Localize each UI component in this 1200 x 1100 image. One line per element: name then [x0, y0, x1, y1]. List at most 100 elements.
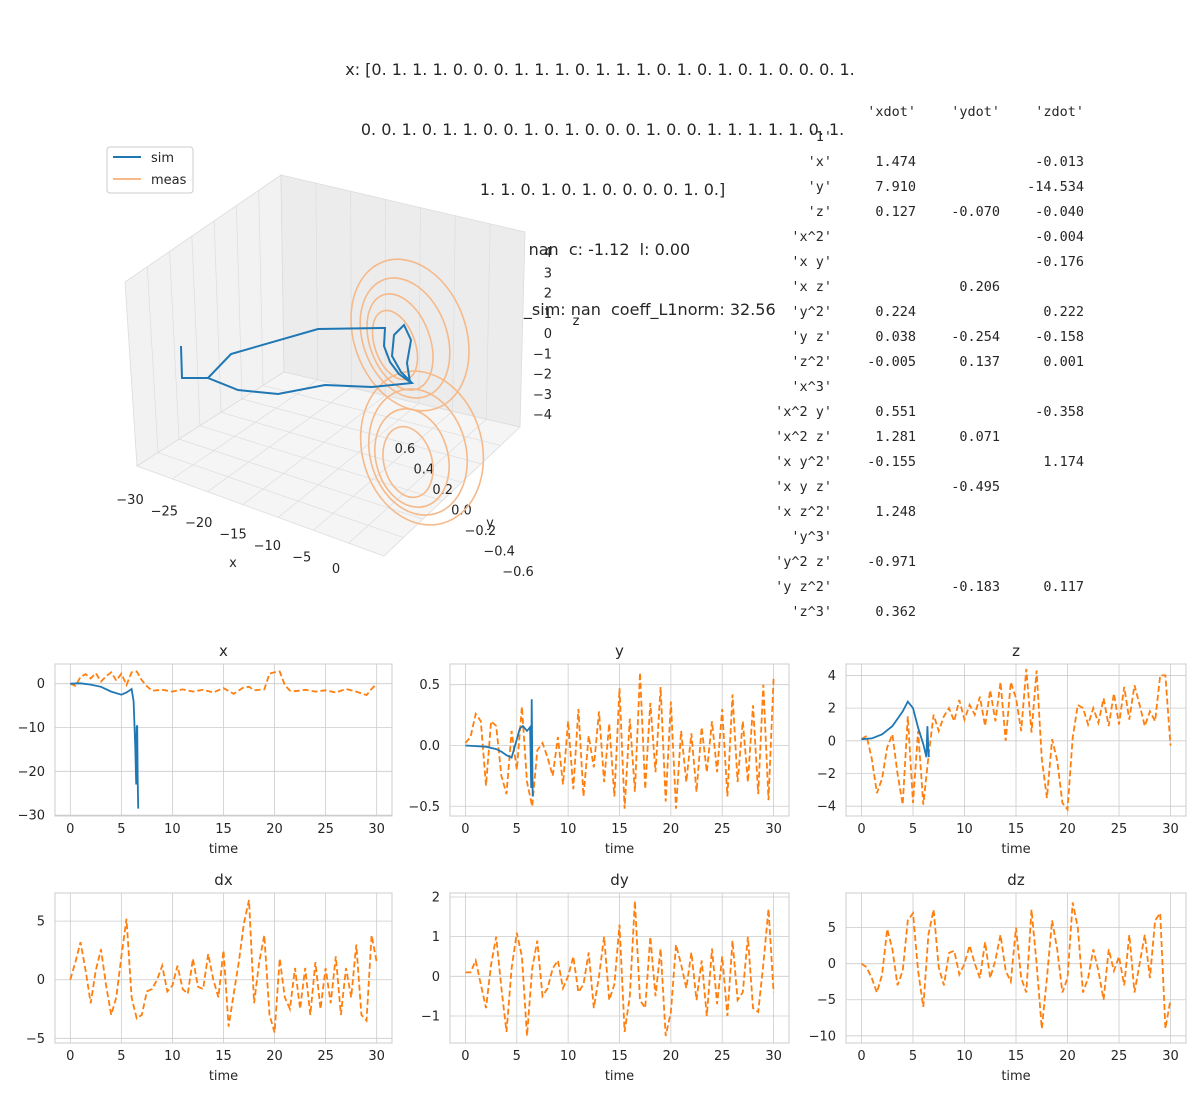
meas-series-line [861, 668, 1172, 812]
coef-value [916, 300, 1000, 325]
coef-row: 'x y^2' -0.155 1.174 [740, 450, 1084, 475]
floor-gridline [348, 418, 487, 544]
x-tick-label: 30 [1162, 1049, 1179, 1064]
floor-gridline [172, 379, 318, 480]
coef-value [916, 150, 1000, 175]
pane-floor [136, 371, 521, 557]
coef-value: 0.222 [1043, 304, 1084, 320]
title-line: 0. 0. 1. 0. 1. 1. 0. 0. 1. 0. 1. 0. 0. 0… [355, 120, 845, 139]
y-tick-label: 0 [828, 957, 836, 972]
x-tick-label: 15 [611, 822, 628, 837]
y-tick-label: −10 [809, 1029, 836, 1044]
x-tick-label: 20 [266, 1049, 283, 1064]
coef-value [832, 250, 916, 275]
legend-meas-label: meas [151, 173, 187, 188]
y-tick-label: −5 [26, 1032, 45, 1047]
x-tick-label: 30 [368, 1049, 385, 1064]
coef-value: 1.174 [1043, 454, 1084, 470]
chart-y: 0 5 10 15 20 25 30 0.5 0.0 −0.5 y time [408, 642, 790, 857]
x-tick-label: 25 [1111, 822, 1128, 837]
coef-value [916, 175, 1000, 200]
title-line: x: [0. 1. 1. 1. 0. 0. 0. 1. 1. 1. 0. 1. … [345, 60, 855, 79]
coef-value [832, 125, 916, 150]
coef-value: 0.551 [875, 404, 916, 420]
coef-term: 'y^2 z' [775, 554, 832, 570]
coef-value [916, 500, 1000, 525]
coef-row: 'y z^2' -0.183 0.117 [740, 575, 1084, 600]
x-axis-label: x [229, 556, 237, 571]
coefficient-table: 'xdot' 'ydot' 'zdot' '1' 'x' 1.474 -0.013 'y… [740, 100, 1100, 625]
coef-value [832, 475, 916, 500]
coef-value: -0.158 [1035, 329, 1084, 345]
y-tick-label: 0.0 [419, 739, 440, 754]
x-tick-label: −15 [219, 528, 246, 543]
x-tick-label: 5 [513, 822, 521, 837]
x-axis-label: time [605, 842, 634, 857]
meas-series-line [860, 902, 1172, 1029]
coef-col-header: 'xdot' [867, 104, 916, 120]
plot-title: dy [610, 871, 629, 889]
x-tick-label: 20 [1059, 1049, 1076, 1064]
sim-series-line [70, 682, 140, 809]
z-tick-label: −3 [533, 388, 552, 403]
meas-series-line [69, 899, 378, 1033]
x-tick-label: 10 [164, 822, 181, 837]
x-tick-label: 15 [1008, 822, 1025, 837]
x-tick-label: 10 [560, 1049, 577, 1064]
coef-value [1000, 125, 1084, 150]
x-tick-label: −20 [185, 516, 212, 531]
sim-series-line [861, 699, 930, 758]
legend-sim-label: sim [151, 151, 174, 166]
coef-value: 0.117 [1043, 579, 1084, 595]
x-tick-label: −5 [292, 551, 311, 566]
floor-gridline [262, 385, 501, 446]
meas-3d-loop [382, 425, 434, 499]
coef-value [1000, 375, 1084, 400]
y-tick-label: −0.6 [502, 565, 534, 580]
coef-term: 'y' [807, 179, 832, 195]
plot-title: dx [214, 871, 233, 889]
coef-value: -0.155 [867, 454, 916, 470]
coef-value: -14.534 [1027, 179, 1084, 195]
floor-gridline [242, 395, 386, 505]
x-tick-label: 10 [956, 1049, 973, 1064]
x-tick-label: 5 [909, 1049, 917, 1064]
y-tick-label: −0.4 [483, 545, 515, 560]
y-tick-label: −10 [18, 721, 45, 736]
coef-row: 'y^2 z' -0.971 [740, 550, 1084, 575]
coef-value: 0.038 [875, 329, 916, 345]
plot-frame [845, 663, 1187, 817]
x-tick-label: 15 [215, 1049, 232, 1064]
coef-term: 'y z^2' [775, 579, 832, 595]
coef-term: 'z^3' [791, 604, 832, 620]
y-tick-label: 0.2 [432, 483, 453, 498]
x-tick-label: 0 [66, 822, 74, 837]
x-tick-label: 5 [117, 822, 125, 837]
coef-row: 'z^3' 0.362 [740, 600, 1084, 625]
x-tick-label: 10 [956, 822, 973, 837]
coef-term: 'x y z' [775, 479, 832, 495]
plot-frame [449, 663, 790, 817]
floor-gridline [220, 411, 462, 483]
x-tick-label: 0 [66, 1049, 74, 1064]
x-tick-label: 25 [317, 822, 334, 837]
coef-term: 'y z' [791, 329, 832, 345]
coef-value [832, 375, 916, 400]
coef-value: 0.362 [875, 604, 916, 620]
y-tick-label: 4 [828, 669, 836, 684]
coef-value: 0.001 [1043, 354, 1084, 370]
x-axis-label: time [209, 842, 238, 857]
coef-term: 'x y^2' [775, 454, 832, 470]
meas-series-line [465, 900, 775, 1037]
x-tick-label: 30 [765, 1049, 782, 1064]
coef-value: 1.474 [875, 154, 916, 170]
coef-value: -0.358 [1035, 404, 1084, 420]
coef-value: -0.013 [1035, 154, 1084, 170]
plot-frame [54, 663, 393, 817]
meas-series-line [464, 672, 775, 809]
x-tick-label: 10 [560, 822, 577, 837]
coef-value: -0.176 [1035, 254, 1084, 270]
coef-value [832, 225, 916, 250]
y-tick-label: 0.6 [395, 442, 416, 457]
